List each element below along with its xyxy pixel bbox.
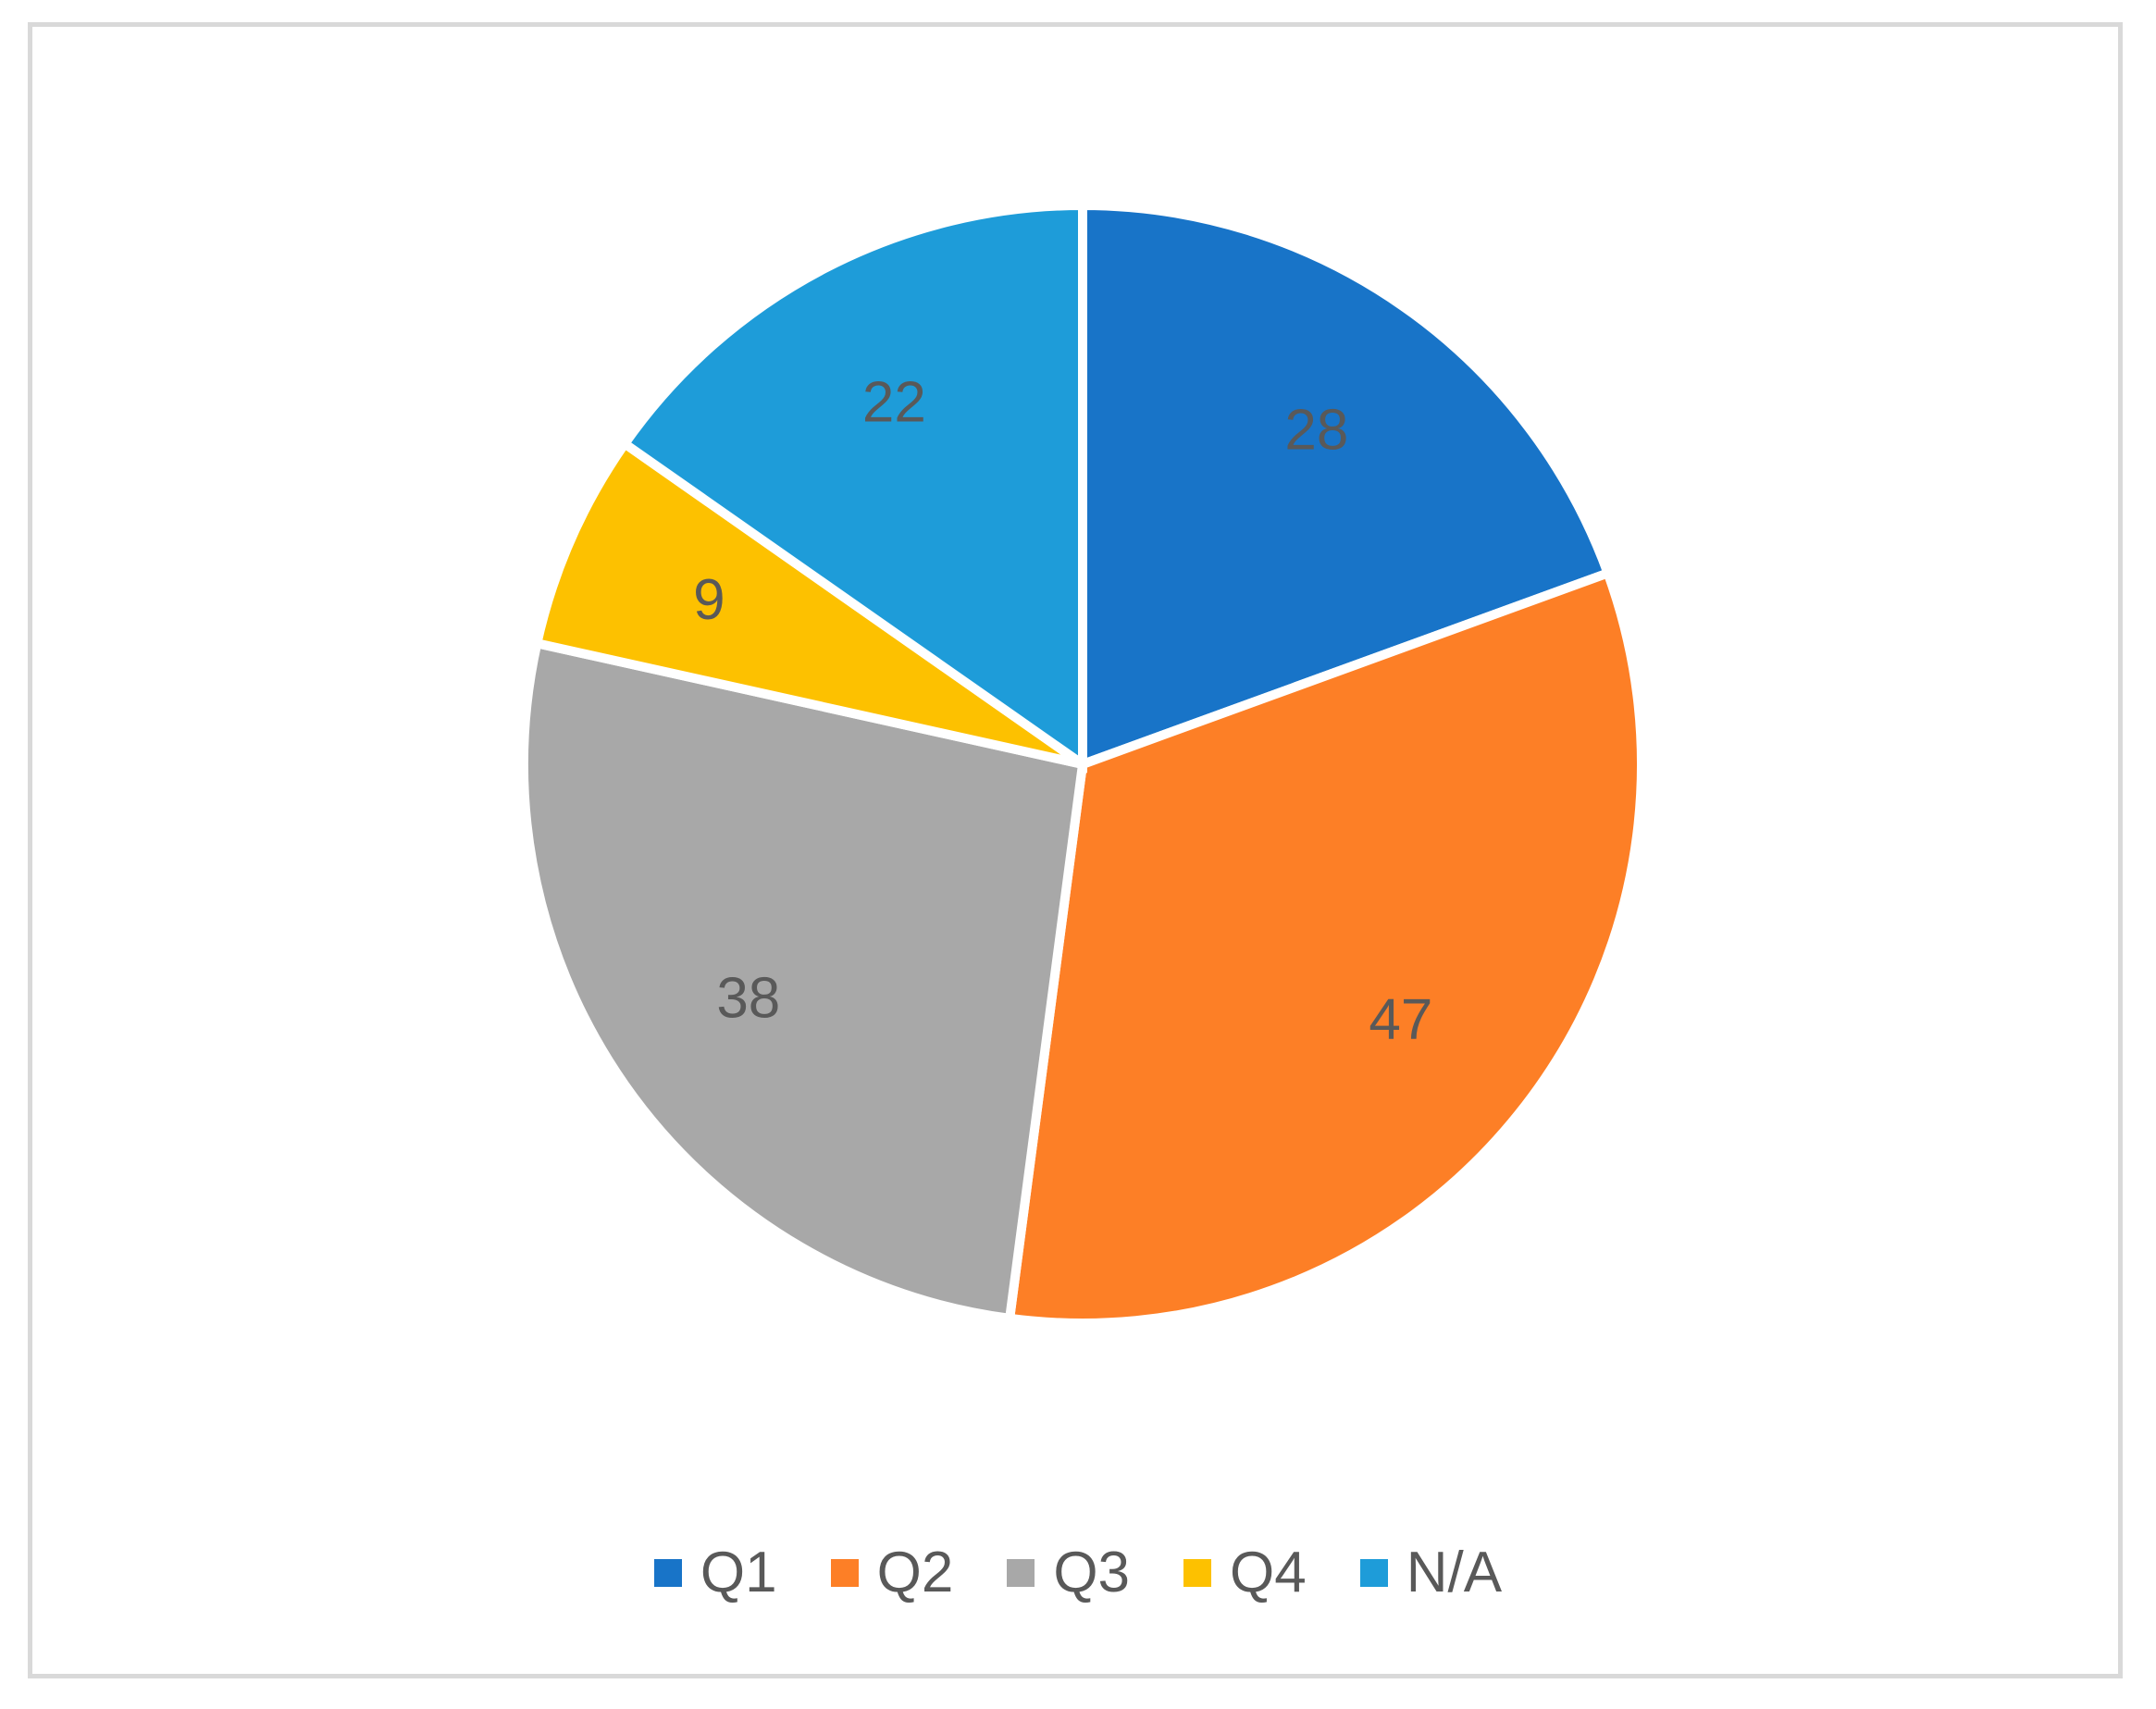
legend-label-q4: Q4	[1230, 1541, 1307, 1604]
pie-slice-n-a	[618, 200, 1087, 774]
data-label-q3: 38	[716, 966, 780, 1030]
legend-swatch-q4	[1183, 1559, 1212, 1587]
legend-swatch-q1	[653, 1559, 682, 1587]
legend-item-q4: Q4	[1183, 1544, 1307, 1602]
pie-data-labels: 28 47 38 9 22	[693, 370, 1432, 1051]
legend-label-q3: Q3	[1053, 1541, 1131, 1604]
data-label-q2: 47	[1369, 987, 1432, 1051]
legend-label-q2: Q2	[876, 1541, 954, 1604]
pie-slices	[519, 200, 1646, 1328]
legend-swatch-q2	[830, 1559, 859, 1587]
legend-item-q1: Q1	[653, 1541, 777, 1604]
legend-item-n-a: N/A	[1359, 1541, 1503, 1604]
data-label-q1: 28	[1284, 398, 1348, 462]
legend-label-q1: Q1	[700, 1541, 777, 1604]
legend-item-q2: Q2	[830, 1541, 954, 1604]
legend-item-q3: Q3	[1007, 1544, 1130, 1602]
pie-slice-q3	[519, 638, 1088, 1324]
legend-swatch-q3	[1007, 1559, 1035, 1587]
legend-label-n-a: N/A	[1406, 1541, 1503, 1604]
legend: Q1 Q2 Q3 Q4 N/A	[0, 1536, 2156, 1610]
pie-slice-q4	[531, 437, 1085, 769]
pie-slice-q2	[1004, 567, 1646, 1328]
pie-slice-q1	[1078, 200, 1614, 772]
legend-swatch-n-a	[1359, 1559, 1388, 1587]
data-label-q4: 9	[693, 568, 725, 632]
data-label-n-a: 22	[862, 370, 926, 434]
